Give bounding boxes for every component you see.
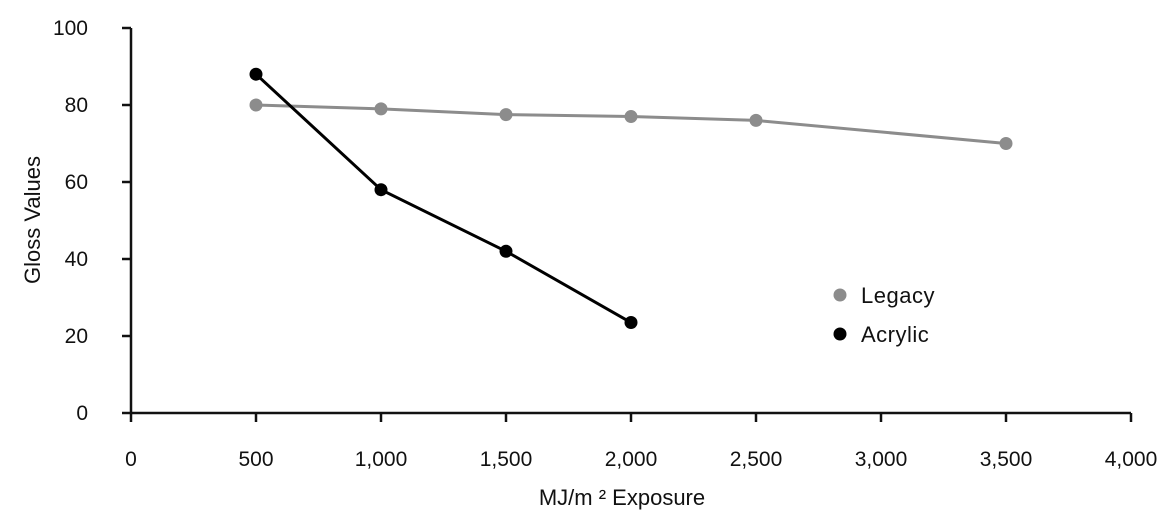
x-tick-label: 3,500 <box>980 448 1033 471</box>
y-tick-label: 0 <box>76 402 88 425</box>
x-tick-label: 500 <box>238 448 273 471</box>
legend: Legacy Acrylic <box>833 283 935 347</box>
x-tick-label: 3,000 <box>855 448 908 471</box>
x-tick-label: 1,500 <box>480 448 533 471</box>
y-tick-label: 40 <box>65 248 88 271</box>
data-point-legacy <box>999 137 1013 150</box>
legend-marker-legacy <box>833 288 847 302</box>
data-point-legacy <box>249 98 263 112</box>
y-tick-label: 100 <box>53 17 88 40</box>
y-tick-label: 60 <box>65 171 88 194</box>
axes <box>129 28 1131 415</box>
x-tick-label: 2,500 <box>730 448 783 471</box>
legend-label-legacy: Legacy <box>861 283 935 308</box>
x-tick-label: 1,000 <box>355 448 408 471</box>
series-legacy <box>249 98 1013 150</box>
legend-marker-acrylic <box>833 327 847 341</box>
y-ticks: 0 20 40 60 80 100 <box>53 17 131 425</box>
data-point-acrylic <box>624 316 638 330</box>
y-tick-label: 80 <box>65 94 88 117</box>
data-point-acrylic <box>249 67 263 81</box>
data-point-acrylic <box>499 244 513 258</box>
series-line-legacy <box>255 103 1007 145</box>
data-point-legacy <box>749 113 763 127</box>
series-line-acrylic <box>254 73 632 324</box>
x-tick-label: 0 <box>125 448 137 471</box>
data-point-acrylic <box>374 183 388 197</box>
series-acrylic <box>249 67 638 330</box>
legend-label-acrylic: Acrylic <box>861 322 929 347</box>
data-point-legacy <box>499 108 513 122</box>
series-group <box>249 67 1013 330</box>
y-tick-label: 20 <box>65 325 88 348</box>
data-point-legacy <box>374 102 388 116</box>
y-axis-title: Gloss Values <box>20 156 45 284</box>
x-ticks: 0 500 1,000 1,500 2,000 2,500 3,000 3,500 4,000 <box>125 413 1157 471</box>
x-axis-title: MJ/m ² Exposure <box>539 485 705 510</box>
x-tick-label: 4,000 <box>1105 448 1158 471</box>
data-point-legacy <box>624 110 638 124</box>
x-tick-label: 2,000 <box>605 448 658 471</box>
